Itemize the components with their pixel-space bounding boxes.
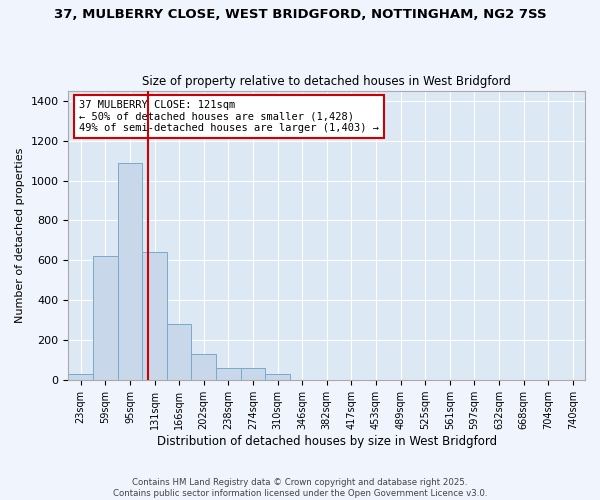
Bar	[216, 368, 241, 380]
Bar	[93, 256, 118, 380]
Bar	[118, 162, 142, 380]
Title: Size of property relative to detached houses in West Bridgford: Size of property relative to detached ho…	[142, 76, 511, 88]
Y-axis label: Number of detached properties: Number of detached properties	[15, 148, 25, 323]
Text: 37, MULBERRY CLOSE, WEST BRIDGFORD, NOTTINGHAM, NG2 7SS: 37, MULBERRY CLOSE, WEST BRIDGFORD, NOTT…	[53, 8, 547, 20]
Text: 37 MULBERRY CLOSE: 121sqm
← 50% of detached houses are smaller (1,428)
49% of se: 37 MULBERRY CLOSE: 121sqm ← 50% of detac…	[79, 100, 379, 133]
Bar	[142, 252, 167, 380]
Bar	[265, 374, 290, 380]
Bar	[191, 354, 216, 380]
Text: Contains HM Land Registry data © Crown copyright and database right 2025.
Contai: Contains HM Land Registry data © Crown c…	[113, 478, 487, 498]
Bar	[68, 374, 93, 380]
Bar	[167, 324, 191, 380]
X-axis label: Distribution of detached houses by size in West Bridgford: Distribution of detached houses by size …	[157, 434, 497, 448]
Bar	[241, 368, 265, 380]
